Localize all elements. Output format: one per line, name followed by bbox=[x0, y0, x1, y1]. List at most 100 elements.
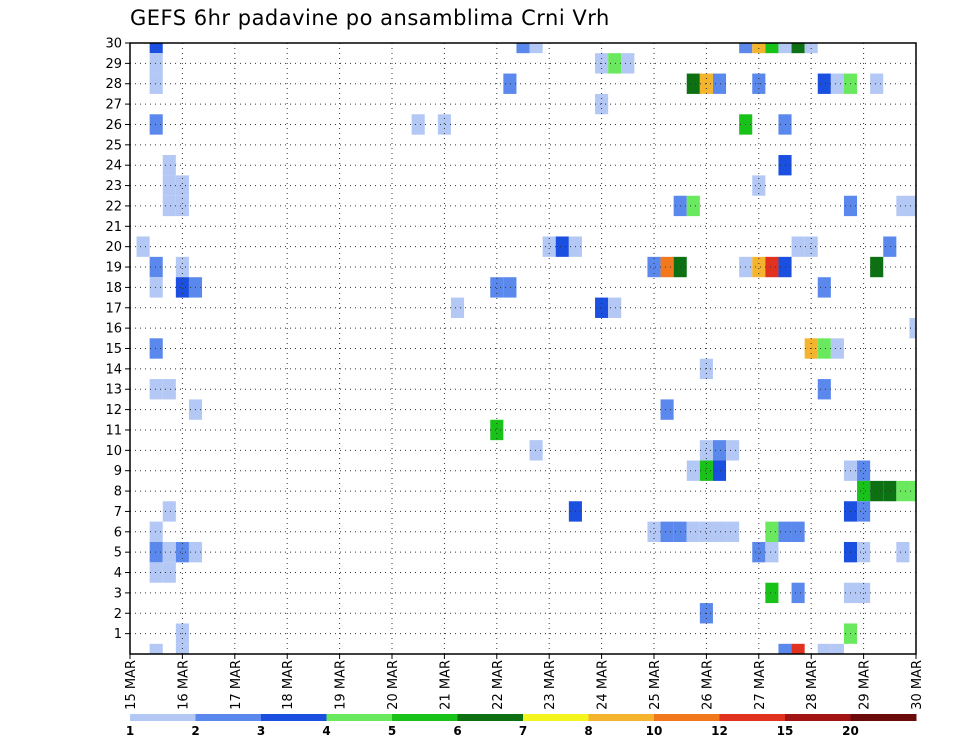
x-tick-label: 22 MAR bbox=[491, 660, 506, 710]
heatmap-cell bbox=[149, 541, 163, 563]
y-tick-label: 1 bbox=[114, 627, 122, 642]
heatmap-cell bbox=[529, 440, 543, 461]
heatmap-cell bbox=[870, 480, 884, 502]
colorbar-swatch bbox=[523, 714, 589, 721]
heatmap-cell bbox=[503, 277, 517, 298]
heatmap-cell bbox=[411, 114, 425, 135]
heatmap-cell bbox=[830, 643, 844, 654]
colorbar-label: 15 bbox=[777, 724, 794, 738]
y-tick-label: 21 bbox=[105, 220, 122, 235]
heatmap-cell bbox=[883, 236, 897, 257]
heatmap-cell bbox=[870, 256, 884, 278]
heatmap-cell bbox=[149, 277, 163, 298]
y-tick-label: 2 bbox=[114, 607, 122, 622]
colorbar-swatch bbox=[785, 714, 851, 721]
y-tick-label: 24 bbox=[105, 159, 122, 174]
colorbar-label: 10 bbox=[646, 724, 663, 738]
heatmap-cell bbox=[765, 256, 779, 278]
heatmap-cell bbox=[791, 582, 805, 604]
colorbar-label: 4 bbox=[322, 724, 330, 738]
heatmap-cell bbox=[149, 53, 163, 74]
y-tick-label: 15 bbox=[105, 342, 122, 357]
heatmap-cell bbox=[778, 643, 792, 654]
colorbar-label: 8 bbox=[584, 724, 592, 738]
heatmap-cell bbox=[450, 297, 465, 318]
x-tick-label: 16 MAR bbox=[176, 660, 191, 710]
heatmap-cell bbox=[516, 43, 530, 54]
heatmap-cell bbox=[149, 256, 163, 278]
colorbar-label: 6 bbox=[453, 724, 461, 738]
heatmap-cell bbox=[712, 73, 727, 94]
colorbar-label: 2 bbox=[191, 724, 199, 738]
heatmap-cell bbox=[883, 480, 897, 502]
colorbar: 1 2 3 4 5 6 7 8 10 12 15 20 bbox=[126, 714, 917, 738]
y-tick-label: 28 bbox=[105, 77, 122, 92]
colorbar-label: 12 bbox=[711, 724, 728, 738]
heatmap-cell bbox=[765, 521, 779, 542]
heatmap-cell bbox=[162, 175, 176, 196]
heatmap-cell bbox=[621, 53, 635, 74]
colorbar-swatch bbox=[719, 714, 786, 721]
colorbar-swatch bbox=[261, 714, 327, 721]
x-tick-label: 20 MAR bbox=[386, 660, 401, 710]
y-tick-label: 10 bbox=[105, 444, 122, 459]
y-tick-label: 14 bbox=[105, 362, 122, 377]
heatmap-cell bbox=[817, 379, 831, 400]
heatmap-cell bbox=[686, 195, 700, 217]
heatmap-cell bbox=[712, 521, 727, 542]
y-tick-label: 22 bbox=[105, 199, 122, 214]
x-tick-label: 30 MAR bbox=[910, 660, 925, 710]
heatmap-cell bbox=[699, 440, 713, 461]
heatmap-cell bbox=[778, 43, 792, 54]
heatmap-cell bbox=[712, 460, 727, 481]
y-tick-label: 6 bbox=[114, 525, 122, 540]
heatmap-cell bbox=[817, 643, 831, 654]
heatmap-cell bbox=[896, 195, 910, 217]
heatmap-cell bbox=[529, 43, 543, 54]
y-tick-label: 3 bbox=[114, 586, 122, 601]
colorbar-label: 5 bbox=[388, 724, 396, 738]
y-tick-label: 23 bbox=[105, 179, 122, 194]
x-tick-label: 27 MAR bbox=[753, 660, 768, 710]
colorbar-label: 7 bbox=[519, 724, 527, 738]
heatmap-cell bbox=[162, 501, 176, 522]
heatmap-cell bbox=[765, 582, 779, 604]
heatmap-cell bbox=[791, 43, 805, 54]
heatmap-cell bbox=[175, 195, 189, 217]
x-tick-label: 19 MAR bbox=[334, 660, 349, 710]
heatmap-cell bbox=[660, 399, 674, 420]
colorbar-swatch bbox=[392, 714, 458, 721]
heatmap-cell bbox=[595, 93, 609, 115]
colorbar-swatch bbox=[654, 714, 720, 721]
y-tick-label: 17 bbox=[105, 301, 122, 316]
y-tick-label: 19 bbox=[105, 261, 122, 276]
heatmap-cell bbox=[817, 338, 831, 359]
heatmap-cell bbox=[660, 256, 674, 278]
heatmap-cell bbox=[162, 379, 176, 400]
heatmap-cell bbox=[752, 175, 766, 196]
heatmap-cell bbox=[830, 338, 844, 359]
heatmap-cell bbox=[896, 541, 910, 563]
heatmap-cell bbox=[490, 277, 504, 298]
y-tick-label: 9 bbox=[114, 464, 122, 479]
heatmap-cell bbox=[857, 480, 871, 502]
chart-title: GEFS 6hr padavine po ansamblima Crni Vrh bbox=[130, 6, 610, 30]
heatmap-cell bbox=[765, 43, 779, 54]
heatmap-cell bbox=[503, 73, 517, 94]
heatmap-cell bbox=[686, 521, 700, 542]
heatmap-cell bbox=[490, 419, 504, 441]
heatmap-cell bbox=[542, 236, 556, 257]
y-tick-label: 29 bbox=[105, 57, 122, 72]
heatmap-cell bbox=[830, 73, 844, 94]
heatmap-cells bbox=[136, 43, 916, 654]
heatmap-cell bbox=[149, 521, 163, 542]
y-tick-label: 12 bbox=[105, 403, 122, 418]
y-tick-label: 7 bbox=[114, 505, 122, 520]
heatmap-cell bbox=[857, 582, 871, 604]
y-axis: 1234567891011121314151617181920212223242… bbox=[105, 37, 130, 642]
x-tick-label: 21 MAR bbox=[438, 660, 453, 710]
x-tick-label: 24 MAR bbox=[596, 660, 611, 710]
colorbar-swatch bbox=[457, 714, 524, 721]
y-tick-label: 4 bbox=[114, 566, 122, 581]
